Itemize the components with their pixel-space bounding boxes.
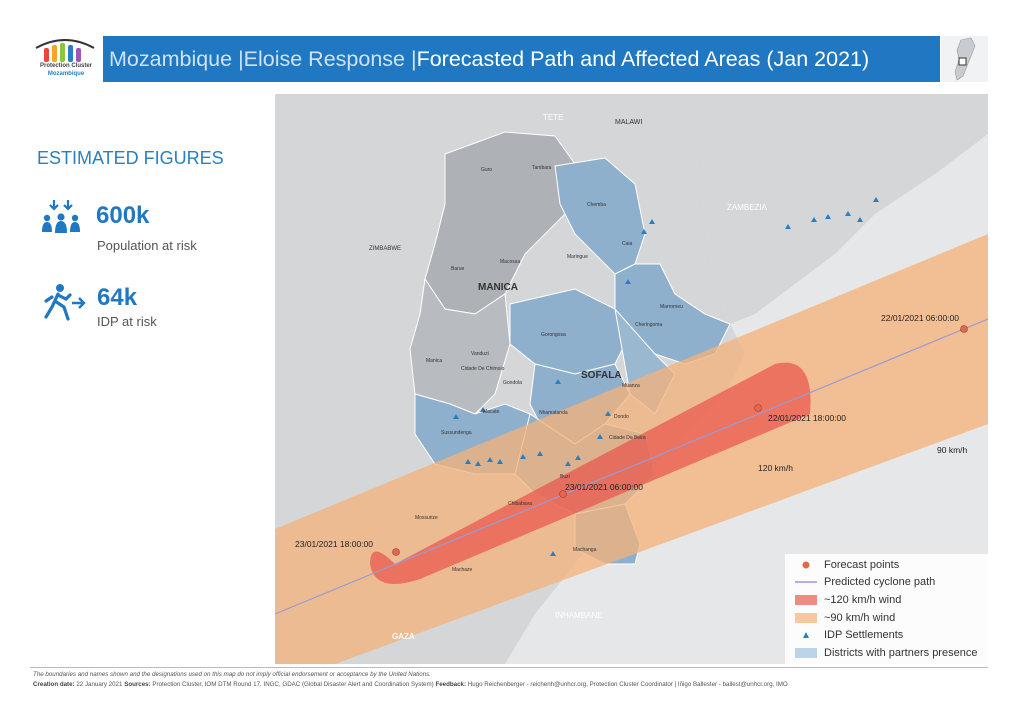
district-label: Dondo: [614, 414, 629, 420]
estimated-figures-heading: ESTIMATED FIGURES: [37, 148, 224, 168]
cyclone-map: TETE MALAWI ZAMBEZIA ZIMBABWE INHAMBANE …: [275, 94, 988, 664]
district-labels: Guro Tambara Chemba Caia Barue Macossa M…: [415, 165, 683, 573]
district-label: Manica: [426, 358, 442, 364]
forecast-label: 22/01/2021 18:00:00: [768, 413, 846, 423]
forecast-point: [754, 404, 762, 412]
land-north: [605, 94, 988, 324]
district-label: Chibabava: [508, 501, 532, 507]
district-label: Mossurize: [415, 515, 438, 521]
legend-label: ~90 km/h wind: [824, 611, 896, 624]
map-canvas: TETE MALAWI ZAMBEZIA ZIMBABWE INHAMBANE …: [275, 94, 988, 664]
district-label: Cidade De Chimoio: [461, 366, 505, 372]
population-at-risk-label: Population at risk: [97, 238, 197, 253]
label-sofala: SOFALA: [581, 370, 622, 381]
district-label: Caia: [622, 241, 633, 247]
wind-120-label: 120 km/h: [758, 463, 793, 473]
district-label: Cheringoma: [635, 322, 662, 328]
disclaimer-text: The boundaries and names shown and the d…: [33, 671, 431, 678]
sources-label: Sources:: [124, 681, 151, 688]
predicted-path-line: [275, 318, 988, 615]
legend-item: ~90 km/h wind: [794, 609, 988, 627]
district-label: Gondola: [503, 380, 522, 386]
idp-running-icon: [42, 283, 86, 323]
legend-item: Districts with partners presence: [794, 644, 988, 662]
legend-item: Forecast points: [794, 556, 988, 574]
wind-90-swatch: [794, 612, 818, 624]
forecast-point: [960, 325, 968, 333]
title-main: Forecasted Path and Affected Areas (Jan …: [416, 46, 870, 71]
wind-120-swatch: [794, 594, 818, 606]
district-label: Gorongosa: [541, 332, 566, 338]
legend-label: IDP Settlements: [824, 629, 904, 642]
district-label: Machaze: [452, 567, 473, 573]
district-label: Macate: [483, 409, 500, 415]
feedback-text: Hugo Reichenberger - reichenh@unhcr.org,…: [467, 681, 788, 688]
legend-item: ~120 km/h wind: [794, 591, 988, 609]
label-zambezia: ZAMBEZIA: [727, 203, 768, 212]
district-label: Guro: [481, 167, 492, 173]
district-label: Machanga: [573, 547, 597, 553]
credits-text: Creation date: 22 January 2021 Sources: …: [33, 681, 988, 688]
locator-map: [941, 36, 988, 82]
legend-item: Predicted cyclone path: [794, 574, 988, 592]
legend-label: Predicted cyclone path: [824, 576, 936, 589]
logo-text: Protection Cluster: [39, 63, 92, 69]
population-at-risk-value: 600k: [96, 202, 150, 229]
forecast-label: 22/01/2021 06:00:00: [881, 313, 959, 323]
partner-district-swatch: [794, 647, 818, 659]
district-label: Maringue: [567, 254, 588, 260]
page-title: Mozambique |Eloise Response | Forecasted…: [103, 36, 940, 82]
logo-subtext: Mozambique: [47, 71, 85, 77]
logo-figures-icon: [35, 39, 95, 62]
creation-date-label: Creation date:: [33, 681, 75, 688]
district-label: Buzi: [560, 474, 570, 480]
district-label: Chemba: [587, 202, 606, 208]
district-label: Muanza: [622, 383, 640, 389]
title-prefix: Mozambique |Eloise Response |: [109, 46, 417, 71]
forecast-point-icon: [794, 559, 818, 571]
feedback-label: Feedback:: [435, 681, 467, 688]
legend-label: Forecast points: [824, 558, 900, 571]
map-legend: Forecast points Predicted cyclone path ~…: [794, 556, 988, 662]
forecast-label: 23/01/2021 18:00:00: [295, 539, 373, 549]
idp-at-risk-label: IDP at risk: [97, 314, 157, 329]
label-tete: TETE: [543, 113, 563, 122]
district-label: Sussundenga: [441, 430, 472, 436]
wind-90-label: 90 km/h: [937, 445, 968, 455]
label-inhambane: INHAMBANE: [555, 611, 603, 620]
idp-settlements: [453, 197, 879, 556]
district-label: Barue: [451, 266, 465, 272]
idp-settlement-icon: [794, 629, 818, 641]
forecast-labels: 22/01/2021 06:00:00 22/01/2021 18:00:00 …: [295, 313, 959, 549]
label-gaza: GAZA: [392, 632, 415, 641]
district-label: Cidade Da Beira: [609, 435, 646, 441]
district-label: Nhamatanda: [539, 410, 568, 416]
district-label: Vanduzi: [471, 351, 489, 357]
forecast-label: 23/01/2021 06:00:00: [565, 482, 643, 492]
legend-label: ~120 km/h wind: [824, 593, 902, 606]
idp-at-risk-value: 64k: [97, 284, 138, 311]
label-manica: MANICA: [478, 282, 518, 293]
district-label: Marromeu: [660, 304, 683, 310]
label-malawi: MALAWI: [615, 119, 642, 126]
footer-divider: [30, 667, 988, 668]
district-label: Tambara: [532, 165, 552, 171]
sources-text: Protection Cluster, IOM DTM Round 17, IN…: [152, 681, 434, 688]
district-manica-central: [409, 277, 511, 415]
population-icon: [40, 198, 84, 238]
protection-cluster-logo: [30, 34, 100, 84]
label-zimbabwe: ZIMBABWE: [369, 246, 401, 252]
forecast-point: [392, 548, 400, 556]
creation-date: 22 January 2021: [76, 681, 123, 688]
forecast-point: [559, 490, 567, 498]
locator-map-icon: [954, 37, 976, 81]
legend-backdrop: [785, 554, 988, 664]
district-label: Macossa: [500, 259, 520, 265]
path-line-icon: [794, 576, 818, 588]
legend-item: IDP Settlements: [794, 626, 988, 644]
legend-label: Districts with partners presence: [824, 646, 978, 659]
